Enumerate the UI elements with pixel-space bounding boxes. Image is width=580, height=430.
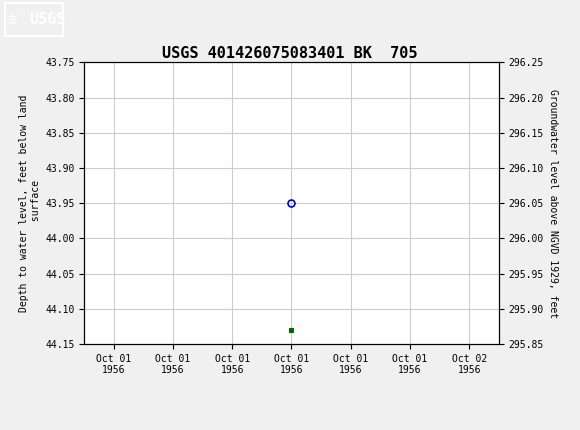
Text: USGS 401426075083401 BK  705: USGS 401426075083401 BK 705 xyxy=(162,46,418,61)
Text: USGS: USGS xyxy=(29,12,66,27)
Text: ≋: ≋ xyxy=(8,12,17,27)
Y-axis label: Depth to water level, feet below land
 surface: Depth to water level, feet below land su… xyxy=(19,95,41,312)
Y-axis label: Groundwater level above NGVD 1929, feet: Groundwater level above NGVD 1929, feet xyxy=(548,89,558,318)
